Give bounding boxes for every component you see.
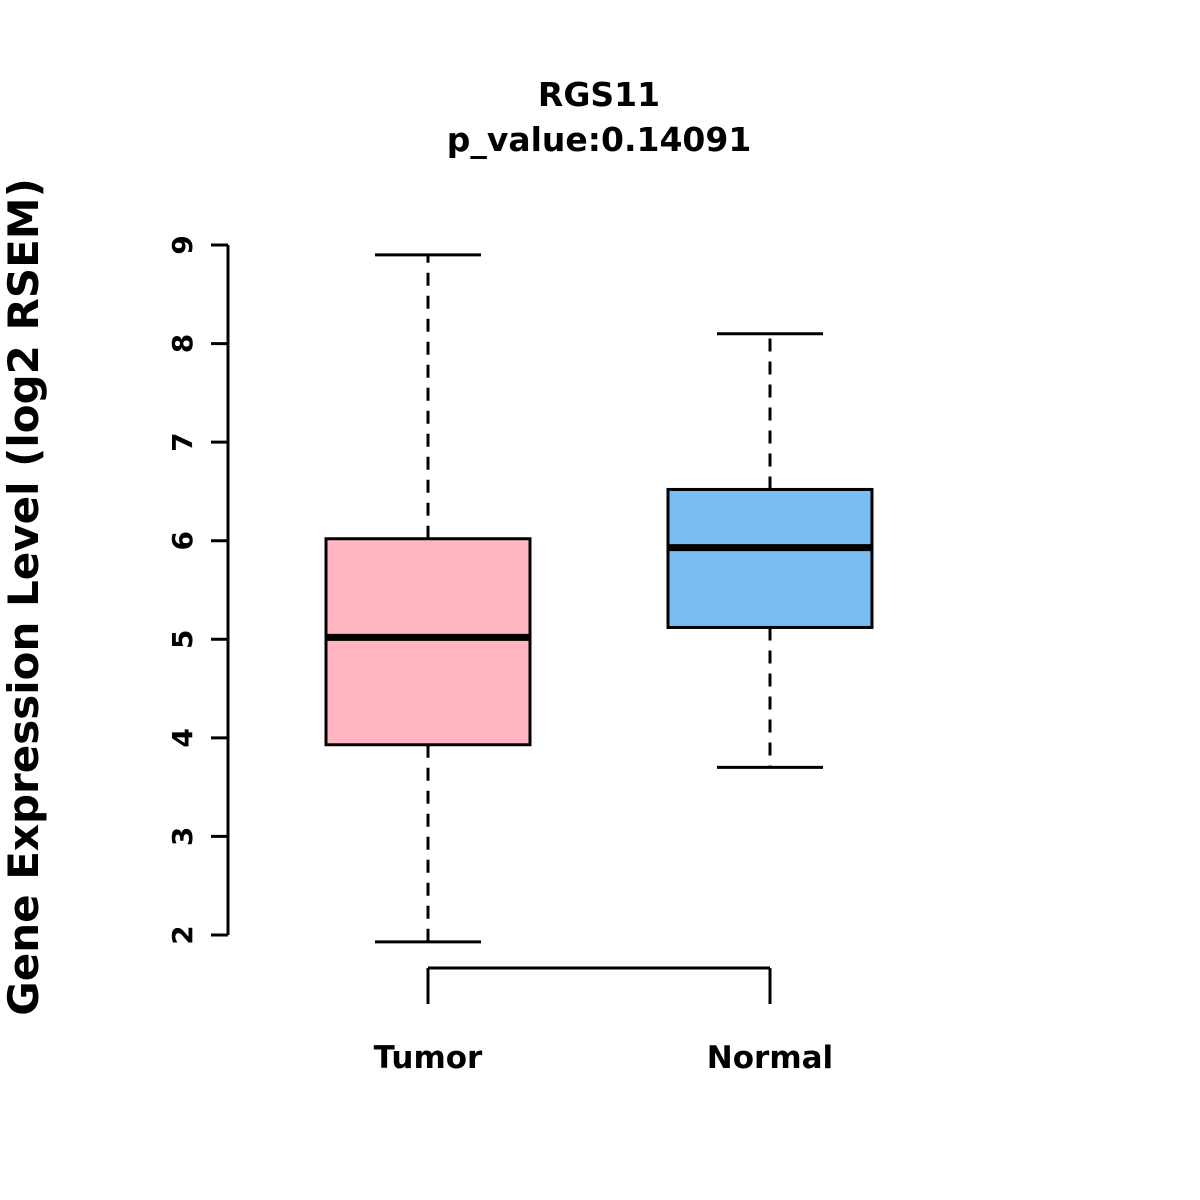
y-tick-label: 8	[166, 334, 199, 353]
box-tumor	[324, 537, 532, 747]
box-normal	[666, 487, 874, 629]
y-tick-label: 7	[166, 432, 199, 451]
chart-title: RGS11	[538, 75, 660, 114]
y-tick-label: 9	[166, 235, 199, 254]
chart-subtitle-pvalue: p_value:0.14091	[447, 120, 752, 159]
group-label-normal: Normal	[707, 1040, 833, 1076]
y-axis-label: Gene Expression Level (log2 RSEM)	[0, 178, 48, 1016]
y-tick-label: 2	[166, 925, 199, 944]
y-tick-label: 6	[166, 531, 199, 550]
y-tick-label: 4	[166, 728, 199, 747]
plot-area: 2 3 4 5 6 7 8 9	[166, 235, 874, 1004]
y-tick-label: 5	[166, 630, 199, 649]
group-label-tumor: Tumor	[374, 1040, 483, 1076]
y-tick-label: 3	[166, 827, 199, 846]
